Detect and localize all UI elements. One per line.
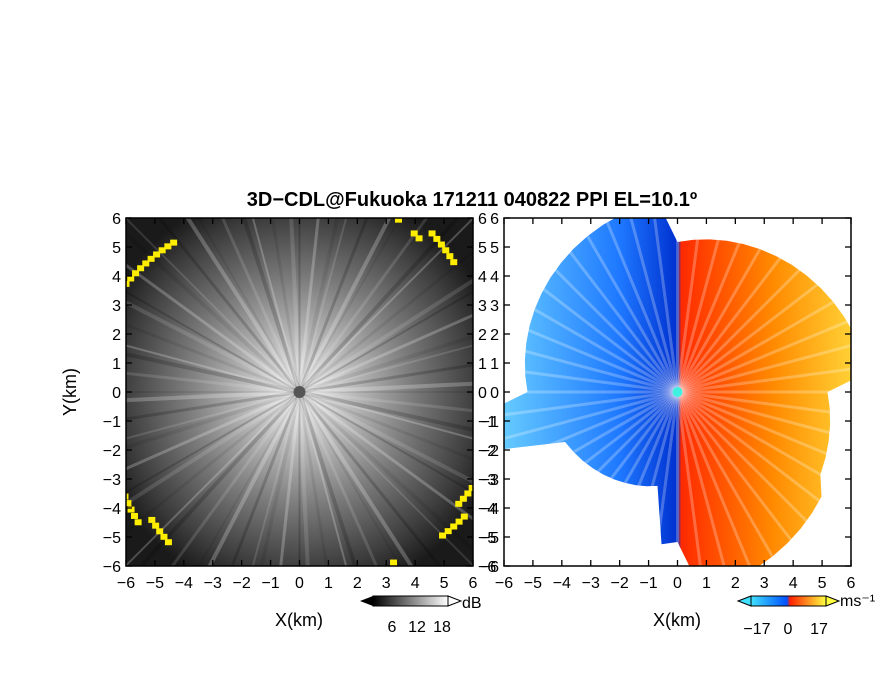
right-xtick-label: 3 (760, 575, 769, 592)
right-colorbar-tick: 0 (784, 621, 793, 638)
right-xtick-label: 5 (818, 575, 827, 592)
left-colorbar: dB 6 12 18 (360, 595, 482, 636)
left-ytick-label: 0 (112, 385, 121, 402)
right-xtick-label: 1 (702, 575, 711, 592)
right-xtick-label: 6 (847, 575, 856, 592)
left-ytick-label: −6 (103, 559, 121, 576)
right-colorbar-unit: ms⁻¹ (840, 593, 875, 610)
right-colorbar-tick: 17 (810, 621, 828, 638)
left-ytick-label: 6 (112, 211, 121, 228)
right-xtick-label: −1 (639, 575, 657, 592)
right-xtick-label: −3 (582, 575, 600, 592)
left-ytick-label-right: 6 (478, 211, 487, 228)
right-ytick-label: 3 (490, 298, 499, 315)
right-ytick-label: 5 (490, 240, 499, 257)
right-ytick-label: −3 (481, 472, 499, 489)
right-xtick-label: −6 (495, 575, 513, 592)
right-xtick-label: −2 (611, 575, 629, 592)
left-ytick-label-right: 3 (478, 298, 487, 315)
left-ytick-label-right: 0 (478, 385, 487, 402)
right-ytick-label: 0 (490, 385, 499, 402)
right-colorbar-tick: −17 (743, 621, 770, 638)
left-ytick-label: 1 (112, 356, 121, 373)
left-panel: −6 −5 −4 −3 −2 −1 0 1 2 3 4 5 6−6 −6−5 −5−4 −4−3 −3−2 −2−… (60, 211, 497, 636)
left-ytick-label: 2 (112, 327, 121, 344)
left-ytick-label-right: 1 (478, 356, 487, 373)
right-ytick-label: −6 (481, 559, 499, 576)
left-colorbar-tick: 12 (408, 619, 426, 636)
right-xtick-label: −5 (524, 575, 542, 592)
right-xtick-label: 4 (789, 575, 798, 592)
right-ytick-label: −4 (481, 501, 499, 518)
right-colorbar: ms⁻¹ −17 0 17 (736, 593, 875, 638)
left-ytick-label-right: 4 (478, 269, 487, 286)
left-xtick-label: −3 (204, 575, 222, 592)
left-ytick-label-right: −1 (478, 414, 496, 431)
left-xlabel: X(km) (275, 610, 323, 630)
left-ytick-label-right: 2 (478, 327, 487, 344)
left-xtick-label: 1 (324, 575, 333, 592)
left-axes-ticks: −6 −5 −4 −3 −2 −1 0 1 2 3 4 5 6−6 −6−5 −5−4 −4−3 −3−2 −2−… (103, 211, 497, 592)
left-ytick-label-right: −6 (478, 559, 496, 576)
left-xtick-label: −6 (117, 575, 135, 592)
left-radar-site (293, 386, 306, 398)
left-ytick-label: 3 (112, 298, 121, 315)
left-ytick-label-right: 5 (478, 240, 487, 257)
left-colorbar-tick: 6 (388, 619, 397, 636)
right-ytick-label: −2 (481, 443, 499, 460)
left-field (126, 218, 473, 566)
left-ylabel: Y(km) (60, 368, 80, 416)
right-xlabel: X(km) (653, 610, 701, 630)
left-xtick-label: −1 (261, 575, 279, 592)
right-ytick-label: 4 (490, 269, 499, 286)
left-xtick-label: −4 (175, 575, 193, 592)
left-ytick-label-right: −4 (478, 501, 496, 518)
left-colorbar-unit: dB (462, 595, 482, 612)
left-ytick-label: −5 (103, 530, 121, 547)
left-ytick-label: 4 (112, 269, 121, 286)
figure-title: 3D−CDL@Fukuoka 171211 040822 PPI EL=10.1… (247, 189, 697, 211)
left-xtick-label: 0 (295, 575, 304, 592)
left-ytick-label: −2 (103, 443, 121, 460)
left-xtick-label: 4 (411, 575, 420, 592)
left-ytick-label: −1 (103, 414, 121, 431)
left-xtick-label: 6 (469, 575, 478, 592)
left-xtick-label: 5 (440, 575, 449, 592)
right-xtick-label: −4 (553, 575, 571, 592)
left-ytick-label: −4 (103, 501, 121, 518)
right-xtick-label: 2 (731, 575, 740, 592)
right-ytick-label: −5 (481, 530, 499, 547)
left-colorbar-tick: 18 (433, 619, 451, 636)
left-ytick-label-right: −2 (478, 443, 496, 460)
right-ytick-label: 2 (490, 327, 499, 344)
left-ytick-label-right: −3 (478, 472, 496, 489)
left-xtick-label: 2 (353, 575, 362, 592)
right-radar-site (672, 387, 683, 397)
left-xtick-label: 3 (382, 575, 391, 592)
left-xtick-label: −5 (146, 575, 164, 592)
left-ytick-label-right: −5 (478, 530, 496, 547)
right-ytick-label: 6 (490, 211, 499, 228)
left-xtick-label: −2 (233, 575, 251, 592)
left-ytick-label: −3 (103, 472, 121, 489)
right-ytick-label: 1 (490, 356, 499, 373)
right-xtick-label: 0 (673, 575, 682, 592)
left-ytick-label: 5 (112, 240, 121, 257)
right-ytick-label: −1 (481, 414, 499, 431)
